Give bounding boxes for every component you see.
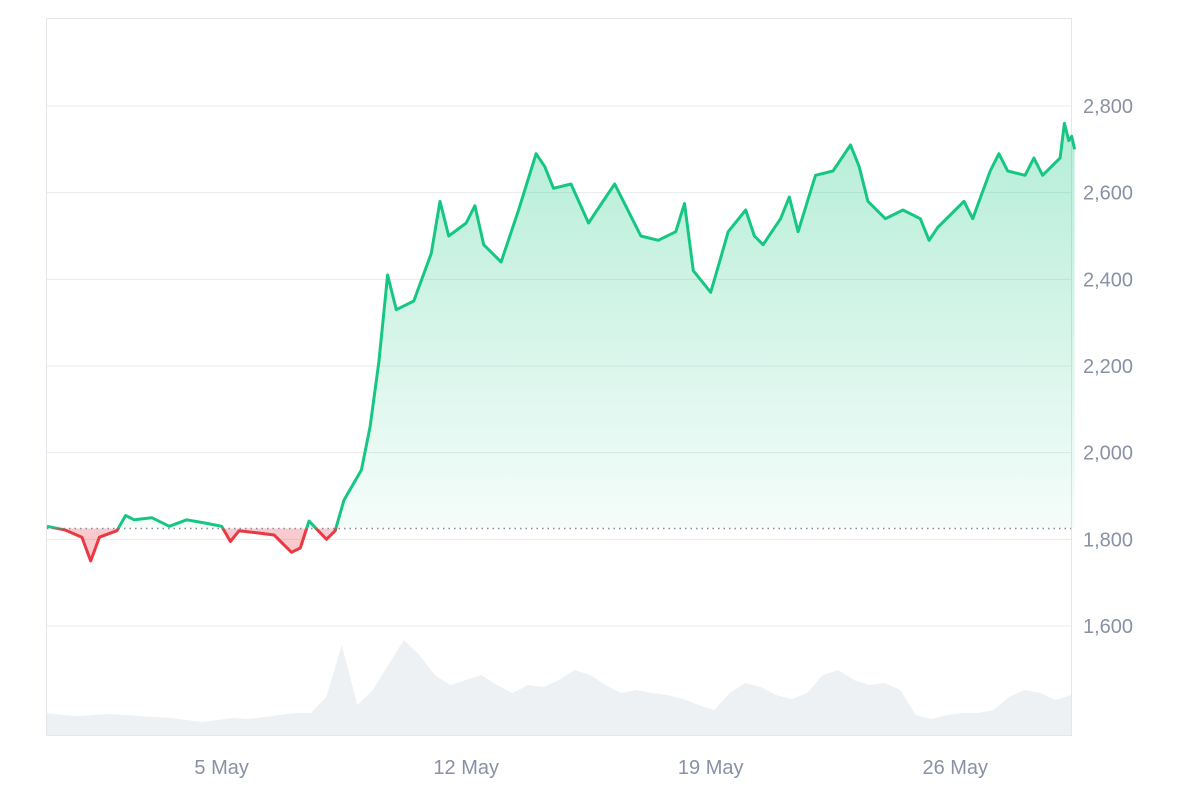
volume-shape [47, 640, 1071, 735]
x-tick-label: 5 May [194, 757, 248, 779]
y-tick-label: 2,000 [1083, 443, 1133, 465]
y-tick-label: 1,600 [1083, 616, 1133, 638]
x-tick-label: 19 May [678, 757, 744, 779]
x-tick-label: 26 May [922, 757, 988, 779]
y-axis: 1,600 1,800 2,000 2,200 2,400 2,600 2,800 [1083, 96, 1133, 638]
price-line [46, 121, 1077, 563]
y-tick-label: 2,200 [1083, 356, 1133, 378]
y-tick-label: 2,400 [1083, 269, 1133, 291]
y-tick-label: 2,600 [1083, 183, 1133, 205]
area-fill-up [47, 123, 1075, 529]
volume-area [47, 640, 1071, 735]
y-tick-label: 1,800 [1083, 529, 1133, 551]
price-line-down [50, 528, 338, 563]
x-tick-label: 12 May [433, 757, 499, 779]
y-tick-label: 2,800 [1083, 96, 1133, 118]
price-line-up [46, 121, 1077, 529]
x-axis: 5 May 12 May 19 May 26 May [194, 757, 988, 779]
